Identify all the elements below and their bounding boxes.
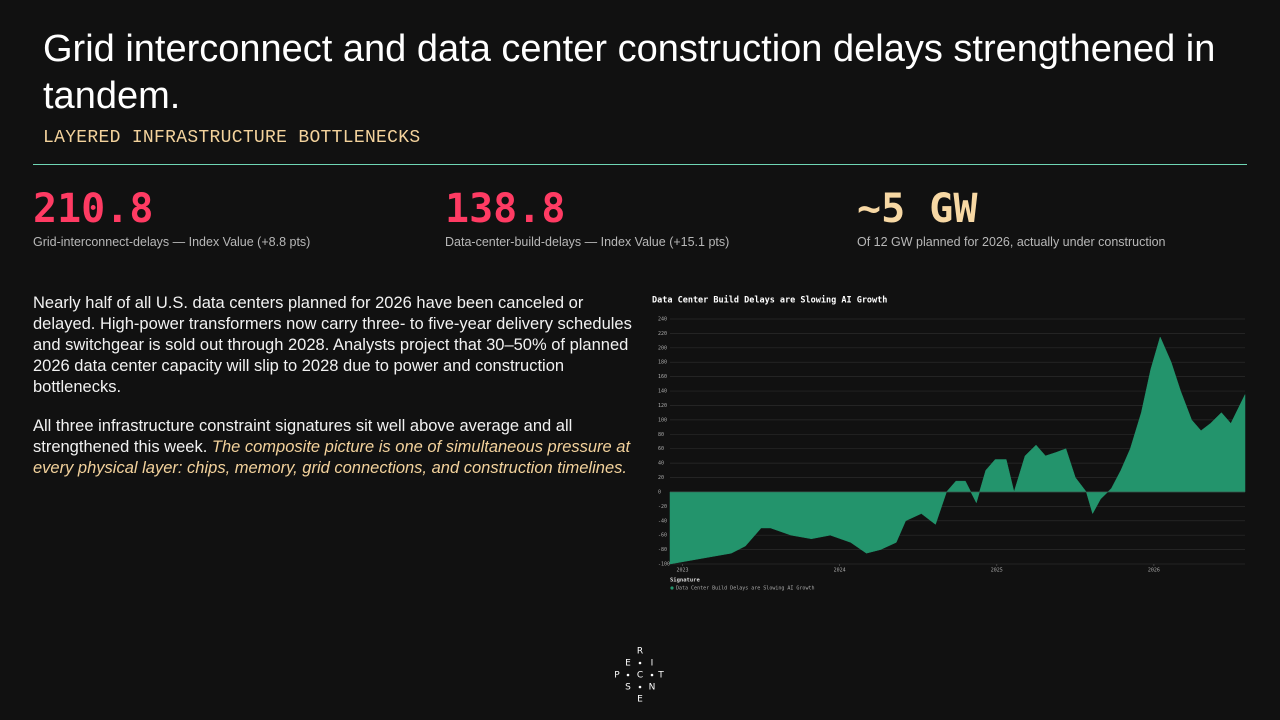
y-tick-label: 60	[658, 446, 664, 452]
y-tick-label: 100	[658, 417, 667, 423]
stat-label: Of 12 GW planned for 2026, actually unde…	[857, 235, 1166, 249]
divider	[33, 164, 1247, 165]
paragraph-text: All three infrastructure constraint sign…	[33, 417, 573, 456]
y-tick-label: 120	[658, 403, 667, 409]
stat-label: Data-center-build-delays — Index Value (…	[445, 235, 730, 249]
subtitle: LAYERED INFRASTRUCTURE BOTTLENECKS	[43, 128, 421, 148]
y-tick-label: 40	[658, 461, 664, 467]
slide-title: Grid interconnect and data center constr…	[43, 28, 1216, 117]
x-tick-label: 2023	[677, 568, 689, 574]
y-tick-label: 180	[658, 360, 667, 366]
legend-label: Data Center Build Delays are Slowing AI …	[676, 586, 814, 592]
y-tick-label: 140	[658, 389, 667, 395]
y-tick-label: -80	[658, 547, 667, 553]
logo-letter: C	[637, 671, 643, 681]
stat-value: 210.8	[33, 186, 154, 232]
logo-letter: I	[651, 659, 654, 669]
y-tick-label: -20	[658, 504, 667, 510]
x-tick-label: 2024	[834, 568, 846, 574]
legend-title: Signature	[670, 578, 700, 584]
y-tick-label: 20	[658, 475, 664, 481]
logo-letter: E	[637, 695, 643, 705]
logo-dot	[650, 673, 654, 677]
stat-value: 138.8	[445, 186, 566, 232]
y-tick-label: 80	[658, 432, 664, 438]
x-tick-label: 2025	[991, 568, 1003, 574]
y-tick-label: 0	[658, 489, 661, 495]
area	[669, 336, 1246, 565]
y-tick-label: -60	[658, 533, 667, 539]
y-tick-label: -40	[658, 518, 667, 524]
logo-letter: E	[625, 659, 631, 669]
logo-dot	[638, 661, 642, 665]
y-tick-label: 200	[658, 345, 667, 351]
logo-dot	[638, 685, 642, 689]
y-tick-label: 160	[658, 374, 667, 380]
logo-letter: R	[637, 647, 643, 657]
legend-swatch	[670, 586, 674, 590]
stat-value: ~5 GW	[857, 186, 978, 232]
paragraph: All three infrastructure constraint sign…	[33, 416, 633, 479]
paragraph-emphasis: The composite picture is one of simultan…	[33, 438, 631, 477]
y-tick-label: -100	[658, 562, 670, 568]
logo-letter: T	[657, 671, 664, 681]
logo-letter: P	[614, 671, 620, 681]
logo-letter: N	[649, 683, 656, 693]
x-tick-label: 2026	[1148, 568, 1160, 574]
stat-label: Grid-interconnect-delays — Index Value (…	[33, 235, 311, 249]
logo-letter: S	[625, 683, 631, 693]
paragraph: Nearly half of all U.S. data centers pla…	[33, 294, 632, 396]
y-tick-label: 240	[658, 317, 667, 323]
logo-dot	[626, 673, 630, 677]
chart-title: Data Center Build Delays are Slowing AI …	[652, 295, 887, 306]
y-tick-label: 220	[658, 331, 667, 337]
